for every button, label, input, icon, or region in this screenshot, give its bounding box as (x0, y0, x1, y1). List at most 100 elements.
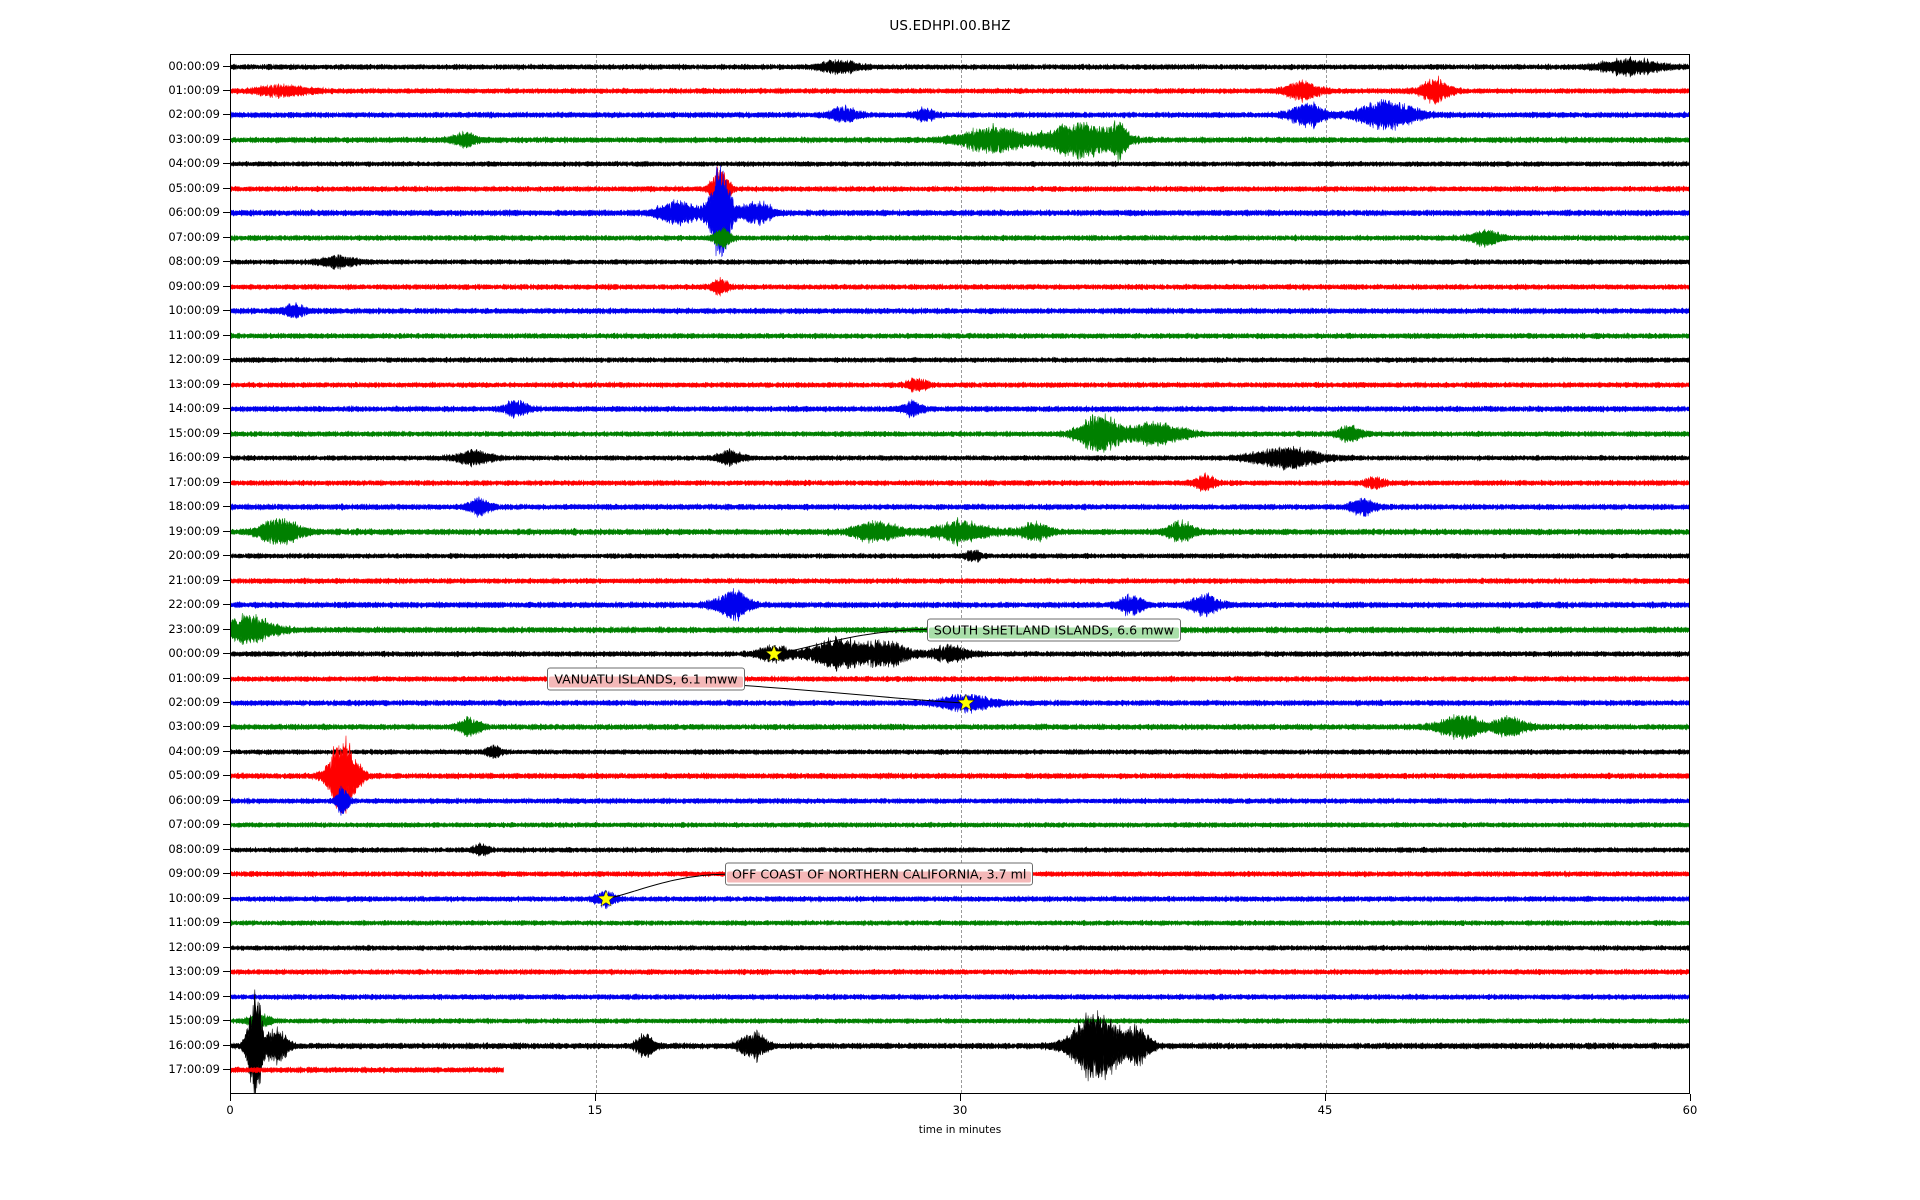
y-tick-mark (223, 555, 230, 556)
y-tick-mark (223, 849, 230, 850)
y-tick-label: 20:00:09 (135, 548, 220, 562)
x-tick-mark (1325, 1094, 1326, 1101)
y-tick-label: 18:00:09 (135, 499, 220, 513)
y-tick-label: 14:00:09 (135, 989, 220, 1003)
y-tick-mark (223, 604, 230, 605)
y-tick-label: 12:00:09 (135, 352, 220, 366)
y-tick-label: 15:00:09 (135, 1013, 220, 1027)
y-tick-label: 06:00:09 (135, 793, 220, 807)
y-tick-label: 15:00:09 (135, 426, 220, 440)
event-label-text: SOUTH SHETLAND ISLANDS, 6.6 mww (934, 622, 1174, 637)
y-tick-label: 23:00:09 (135, 622, 220, 636)
event-label[interactable]: OFF COAST OF NORTHERN CALIFORNIA, 3.7 ml (725, 863, 1033, 886)
y-tick-mark (223, 66, 230, 67)
gridline-15min (596, 55, 597, 1093)
y-tick-mark (223, 922, 230, 923)
y-tick-label: 08:00:09 (135, 254, 220, 268)
y-tick-label: 09:00:09 (135, 279, 220, 293)
y-tick-mark (223, 1045, 230, 1046)
y-tick-mark (223, 1020, 230, 1021)
y-tick-label: 04:00:09 (135, 156, 220, 170)
y-tick-label: 02:00:09 (135, 695, 220, 709)
y-tick-label: 22:00:09 (135, 597, 220, 611)
x-tick-label: 0 (226, 1103, 233, 1117)
y-tick-mark (223, 237, 230, 238)
y-tick-mark (223, 678, 230, 679)
y-tick-label: 01:00:09 (135, 671, 220, 685)
x-tick-mark (230, 1094, 231, 1101)
y-tick-mark (223, 408, 230, 409)
y-tick-mark (223, 163, 230, 164)
y-tick-mark (223, 971, 230, 972)
y-tick-label: 00:00:09 (135, 646, 220, 660)
y-tick-label: 16:00:09 (135, 450, 220, 464)
y-tick-label: 11:00:09 (135, 328, 220, 342)
y-tick-label: 06:00:09 (135, 205, 220, 219)
y-tick-mark (223, 947, 230, 948)
y-tick-label: 16:00:09 (135, 1038, 220, 1052)
y-tick-mark (223, 384, 230, 385)
y-tick-label: 01:00:09 (135, 83, 220, 97)
y-tick-label: 10:00:09 (135, 303, 220, 317)
y-tick-mark (223, 433, 230, 434)
y-tick-mark (223, 286, 230, 287)
y-tick-label: 11:00:09 (135, 915, 220, 929)
y-tick-mark (223, 114, 230, 115)
plot-axes[interactable]: SOUTH SHETLAND ISLANDS, 6.6 mww VANUATU I… (230, 54, 1690, 1094)
y-tick-label: 21:00:09 (135, 573, 220, 587)
x-tick-mark (595, 1094, 596, 1101)
y-tick-mark (223, 310, 230, 311)
y-tick-mark (223, 996, 230, 997)
y-tick-label: 03:00:09 (135, 719, 220, 733)
y-tick-label: 19:00:09 (135, 524, 220, 538)
event-star[interactable] (596, 889, 616, 909)
y-tick-mark (223, 188, 230, 189)
y-tick-label: 02:00:09 (135, 107, 220, 121)
y-tick-mark (223, 212, 230, 213)
y-tick-mark (223, 775, 230, 776)
y-tick-label: 14:00:09 (135, 401, 220, 415)
y-tick-label: 00:00:09 (135, 59, 220, 73)
y-tick-mark (223, 335, 230, 336)
gridline-45min (1326, 55, 1327, 1093)
y-tick-mark (223, 506, 230, 507)
y-tick-label: 12:00:09 (135, 940, 220, 954)
y-tick-mark (223, 90, 230, 91)
event-label[interactable]: VANUATU ISLANDS, 6.1 mww (547, 667, 744, 690)
event-label-text: OFF COAST OF NORTHERN CALIFORNIA, 3.7 ml (732, 867, 1026, 882)
x-tick-label: 60 (1683, 1103, 1698, 1117)
y-tick-mark (223, 702, 230, 703)
page-title: US.EDHPI.00.BHZ (0, 18, 1910, 34)
y-tick-label: 10:00:09 (135, 891, 220, 905)
y-tick-label: 13:00:09 (135, 377, 220, 391)
event-label-text: VANUATU ISLANDS, 6.1 mww (554, 671, 737, 686)
event-label[interactable]: SOUTH SHETLAND ISLANDS, 6.6 mww (927, 618, 1181, 641)
x-tick-mark (1690, 1094, 1691, 1101)
x-tick-mark (960, 1094, 961, 1101)
y-tick-label: 05:00:09 (135, 768, 220, 782)
y-tick-label: 17:00:09 (135, 1062, 220, 1076)
y-tick-label: 07:00:09 (135, 230, 220, 244)
event-star[interactable] (956, 693, 976, 713)
y-tick-label: 08:00:09 (135, 842, 220, 856)
y-tick-mark (223, 824, 230, 825)
y-tick-mark (223, 629, 230, 630)
x-tick-label: 15 (588, 1103, 603, 1117)
x-tick-label: 30 (953, 1103, 968, 1117)
y-tick-mark (223, 531, 230, 532)
event-star[interactable] (764, 644, 784, 664)
y-tick-mark (223, 580, 230, 581)
y-tick-mark (223, 726, 230, 727)
y-tick-mark (223, 898, 230, 899)
y-tick-label: 09:00:09 (135, 866, 220, 880)
x-axis-title: time in minutes (230, 1124, 1690, 1136)
y-tick-mark (223, 261, 230, 262)
y-tick-mark (223, 359, 230, 360)
y-tick-label: 13:00:09 (135, 964, 220, 978)
y-tick-mark (223, 751, 230, 752)
y-tick-mark (223, 482, 230, 483)
x-tick-label: 45 (1318, 1103, 1333, 1117)
y-tick-mark (223, 457, 230, 458)
y-tick-label: 05:00:09 (135, 181, 220, 195)
